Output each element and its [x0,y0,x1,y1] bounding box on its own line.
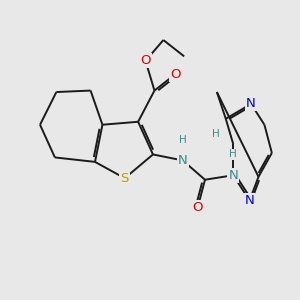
Text: H: H [179,135,187,145]
Text: H: H [229,149,237,160]
Text: H: H [212,129,219,139]
Text: N: N [178,154,188,167]
Text: S: S [121,172,129,185]
Text: O: O [192,202,203,214]
Text: N: N [246,98,256,110]
Text: O: O [170,68,181,81]
Text: N: N [228,169,238,182]
Text: N: N [245,194,254,207]
Text: O: O [140,54,151,67]
